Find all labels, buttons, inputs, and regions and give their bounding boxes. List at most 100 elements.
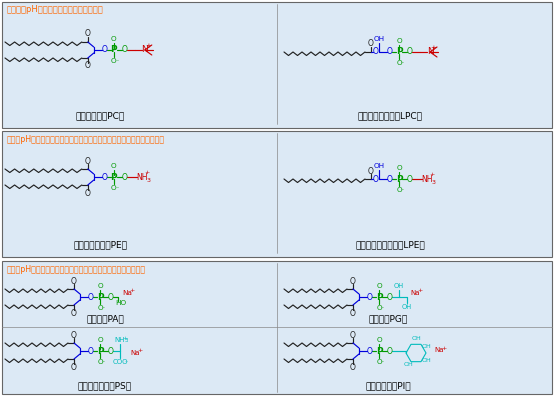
Text: P: P <box>110 172 117 181</box>
Text: 磷脂酸（PG）: 磷脂酸（PG） <box>368 314 408 324</box>
Text: 无论生理pH或酸碱性都呈献两性离子状态: 无论生理pH或酸碱性都呈献两性离子状态 <box>7 6 104 14</box>
Text: O: O <box>376 359 382 365</box>
Text: O: O <box>368 166 374 176</box>
Text: O: O <box>376 283 382 289</box>
Text: 磷脂酰胆碱（PC）: 磷脂酰胆碱（PC） <box>75 111 125 121</box>
Text: +: + <box>429 172 435 178</box>
Text: O: O <box>122 45 128 55</box>
Text: O: O <box>111 185 116 191</box>
Text: P: P <box>110 45 117 55</box>
Text: OH: OH <box>373 163 384 169</box>
Text: ⁻: ⁻ <box>115 187 119 193</box>
Text: N: N <box>141 45 148 55</box>
Text: Na: Na <box>130 350 140 356</box>
Text: 磷酰酰肌醇（PI）: 磷酰酰肌醇（PI） <box>365 382 411 390</box>
Text: O: O <box>71 330 77 339</box>
Text: OH: OH <box>411 336 421 341</box>
Text: O: O <box>111 58 116 64</box>
Text: O: O <box>102 172 107 181</box>
Text: O: O <box>71 277 77 285</box>
Text: HO: HO <box>115 300 126 306</box>
Text: O: O <box>88 347 94 355</box>
Text: ⁻: ⁻ <box>101 308 105 312</box>
Text: O: O <box>88 293 94 302</box>
Text: O: O <box>373 174 379 183</box>
Text: +: + <box>144 170 150 176</box>
Text: N: N <box>427 47 433 57</box>
Text: P: P <box>396 174 402 183</box>
Text: OH: OH <box>394 283 404 289</box>
Text: O: O <box>396 165 402 171</box>
Text: ⁻: ⁻ <box>381 361 383 367</box>
Text: OH: OH <box>403 363 413 367</box>
Text: 溶血磷脂酰胆碱（LPC）: 溶血磷脂酰胆碱（LPC） <box>357 111 423 121</box>
Text: 磷酸酰丝氨酸（PS）: 磷酸酰丝氨酸（PS） <box>78 382 132 390</box>
Text: O: O <box>350 308 356 318</box>
Text: Na: Na <box>122 290 132 296</box>
Text: 在生理pH或碱性条件下呈献阴性离子状态，酸型条件成中性状态: 在生理pH或碱性条件下呈献阴性离子状态，酸型条件成中性状态 <box>7 265 146 273</box>
Text: +: + <box>442 345 447 351</box>
Text: O: O <box>407 174 413 183</box>
Text: O: O <box>376 305 382 311</box>
Text: O: O <box>85 156 91 166</box>
Text: +: + <box>145 43 151 49</box>
Text: O: O <box>108 293 114 302</box>
Text: O: O <box>407 47 413 57</box>
Text: 在生理pH下呈献两性离子状态，碱性条件下成阴离子，酸型条件成阳离子: 在生理pH下呈献两性离子状态，碱性条件下成阴离子，酸型条件成阳离子 <box>7 135 165 144</box>
Text: ⁻: ⁻ <box>401 62 404 68</box>
Text: P: P <box>376 347 382 355</box>
Text: O: O <box>376 337 382 343</box>
Text: O: O <box>111 36 116 42</box>
Text: 3: 3 <box>432 179 436 185</box>
Text: O: O <box>85 62 91 70</box>
Text: O: O <box>108 347 114 355</box>
Text: O: O <box>122 172 128 181</box>
Text: P: P <box>396 47 402 57</box>
Text: NH: NH <box>115 337 125 343</box>
Text: +: + <box>130 289 135 293</box>
Text: OH: OH <box>373 36 384 42</box>
Text: O: O <box>97 337 103 343</box>
Text: ⁻: ⁻ <box>125 361 127 367</box>
Text: OH: OH <box>402 304 412 310</box>
Text: O: O <box>85 189 91 197</box>
Text: O: O <box>368 39 374 49</box>
Text: O: O <box>97 283 103 289</box>
Text: 3: 3 <box>147 178 151 183</box>
Text: COO: COO <box>112 359 128 365</box>
Text: P: P <box>97 347 103 355</box>
Text: O: O <box>71 308 77 318</box>
Text: P: P <box>376 293 382 302</box>
Text: O: O <box>387 47 393 57</box>
Text: 溶血磷脂酰乙醇胺（LPE）: 溶血磷脂酰乙醇胺（LPE） <box>355 240 425 250</box>
Text: NH: NH <box>421 174 433 183</box>
Text: O: O <box>350 277 356 285</box>
Text: O: O <box>350 330 356 339</box>
Text: +: + <box>430 45 436 51</box>
Text: +: + <box>417 289 423 293</box>
Text: ⁻: ⁻ <box>115 60 119 66</box>
Text: O: O <box>71 363 77 371</box>
Text: Na: Na <box>411 290 420 296</box>
Text: Na: Na <box>434 347 444 353</box>
Text: OH: OH <box>422 357 432 363</box>
Text: O: O <box>367 347 373 355</box>
Text: ⁻: ⁻ <box>101 361 105 367</box>
Text: +: + <box>122 336 127 341</box>
Text: O: O <box>85 29 91 39</box>
FancyBboxPatch shape <box>2 2 552 128</box>
Text: O: O <box>396 38 402 44</box>
Text: O: O <box>350 363 356 371</box>
Text: O: O <box>396 60 402 66</box>
Text: O: O <box>367 293 373 302</box>
Text: OH: OH <box>422 343 432 349</box>
Text: 磷脂酸（PA）: 磷脂酸（PA） <box>86 314 124 324</box>
Text: O: O <box>387 293 393 302</box>
Text: 3: 3 <box>124 339 128 343</box>
Text: O: O <box>387 174 393 183</box>
Text: ⁻: ⁻ <box>401 189 404 195</box>
Text: O: O <box>396 187 402 193</box>
Text: O: O <box>102 45 107 55</box>
Text: 磷脂酰乙醇胺（PE）: 磷脂酰乙醇胺（PE） <box>73 240 127 250</box>
Text: +: + <box>137 349 142 353</box>
